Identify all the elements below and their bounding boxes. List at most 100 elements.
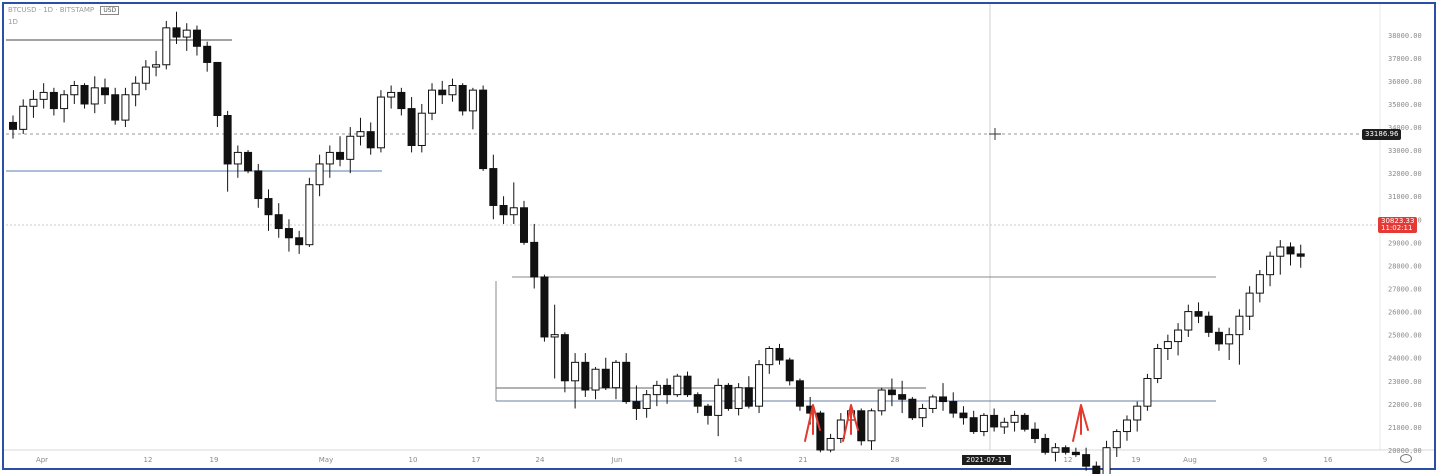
y-tick-label: 35000.00 <box>1388 101 1422 109</box>
candle-body <box>182 29 191 38</box>
candle-body <box>877 389 886 412</box>
last-price-tag: 30823.33 11:02:11 <box>1378 217 1418 233</box>
candle-body <box>898 394 907 400</box>
candle-body <box>520 207 528 243</box>
candle-body <box>1102 447 1111 474</box>
last-price-countdown: 11:02:11 <box>1381 224 1413 232</box>
candle-body <box>172 27 181 38</box>
last-price-value: 30823.33 <box>1381 217 1415 225</box>
candle-body <box>734 387 743 409</box>
candle-body <box>1031 428 1039 439</box>
candle-body <box>254 170 263 200</box>
candle-body <box>60 94 69 110</box>
x-tick-label: 10 <box>409 456 418 464</box>
y-tick-label: 23000.00 <box>1388 378 1422 386</box>
y-tick-label: 31000.00 <box>1388 193 1422 201</box>
candle-body <box>1194 311 1203 317</box>
candle-body <box>121 94 130 121</box>
candle-body <box>908 398 917 419</box>
candle-body <box>387 91 396 98</box>
candle-body <box>203 45 212 63</box>
candle-body <box>1163 341 1172 349</box>
candle-body <box>192 29 201 47</box>
candle-body <box>540 276 549 338</box>
candle-body <box>336 151 345 160</box>
candle-body <box>1112 431 1121 449</box>
candle-body <box>611 361 620 389</box>
candle-body <box>836 419 845 439</box>
x-tick-label: 19 <box>210 456 219 464</box>
auto-scale-icon[interactable] <box>1400 454 1412 463</box>
y-tick-label: 24000.00 <box>1388 355 1422 363</box>
y-tick-label: 27000.00 <box>1388 286 1422 294</box>
candle-body <box>1143 377 1152 407</box>
candle-body <box>601 368 610 389</box>
candle-body <box>1071 451 1080 456</box>
x-tick-label: 12 <box>144 456 153 464</box>
candle-body <box>1122 419 1131 433</box>
candle-body <box>9 121 17 130</box>
support-arrow-icon <box>1072 404 1089 442</box>
y-tick-label: 36000.00 <box>1388 78 1422 86</box>
candle-body <box>356 131 365 137</box>
candle-body <box>1276 246 1285 257</box>
candle-body <box>1174 329 1183 343</box>
candle-body <box>325 151 334 165</box>
candle-body <box>509 207 518 216</box>
candle-body <box>438 89 447 96</box>
candle-body <box>100 87 109 96</box>
candle-body <box>70 85 79 96</box>
candle-body <box>857 410 866 442</box>
x-tick-label: 9 <box>1263 456 1267 464</box>
candle-body <box>111 94 120 121</box>
x-tick-label: Jun <box>611 456 623 464</box>
candle-body <box>530 241 539 278</box>
candle-body <box>663 384 672 396</box>
x-tick-label: 28 <box>891 456 900 464</box>
x-tick-label: 12 <box>1064 456 1073 464</box>
candle-body <box>274 214 283 230</box>
y-tick-label: 37000.00 <box>1388 55 1422 63</box>
candle-body <box>1266 255 1275 276</box>
candle-body <box>918 407 927 419</box>
candle-body <box>223 115 232 165</box>
candle-body <box>407 108 416 146</box>
candle-body <box>233 151 242 165</box>
candle-body <box>1286 246 1295 255</box>
support-arrow-icon <box>842 404 859 442</box>
currency-badge[interactable]: USD <box>100 6 120 15</box>
candle-body <box>969 417 978 433</box>
symbol-title: BTCUSD · 1D · BITSTAMP <box>8 6 95 14</box>
candle-body <box>1296 253 1305 257</box>
candle-body <box>19 105 28 130</box>
candle-body <box>90 87 99 105</box>
candle-body <box>1225 334 1234 345</box>
x-tick-label: 21 <box>799 456 808 464</box>
candle-body <box>642 394 651 409</box>
candle-body <box>1092 465 1101 474</box>
candle-body <box>1204 315 1213 333</box>
candle-body <box>703 405 712 416</box>
y-tick-label: 20000.00 <box>1388 447 1422 455</box>
candle-body <box>581 361 590 391</box>
candle-body <box>244 151 253 172</box>
y-tick-label: 34000.00 <box>1388 124 1422 132</box>
y-tick-label: 33000.00 <box>1388 147 1422 155</box>
candle-body <box>489 168 498 206</box>
candle-body <box>693 394 702 407</box>
y-tick-label: 28000.00 <box>1388 262 1422 270</box>
candle-body <box>673 375 682 396</box>
candle-body <box>152 64 161 68</box>
candle-body <box>550 334 559 338</box>
x-tick-label: Aug <box>1183 456 1197 464</box>
candle-body <box>826 437 835 451</box>
candle-body <box>366 131 375 149</box>
candle-body <box>141 66 150 84</box>
candle-body <box>80 85 89 105</box>
x-tick-label: 16 <box>1324 456 1333 464</box>
x-tick-label: 17 <box>472 456 481 464</box>
y-tick-label: 38000.00 <box>1388 32 1422 40</box>
candle-body <box>376 96 385 149</box>
candle-body <box>49 91 58 110</box>
